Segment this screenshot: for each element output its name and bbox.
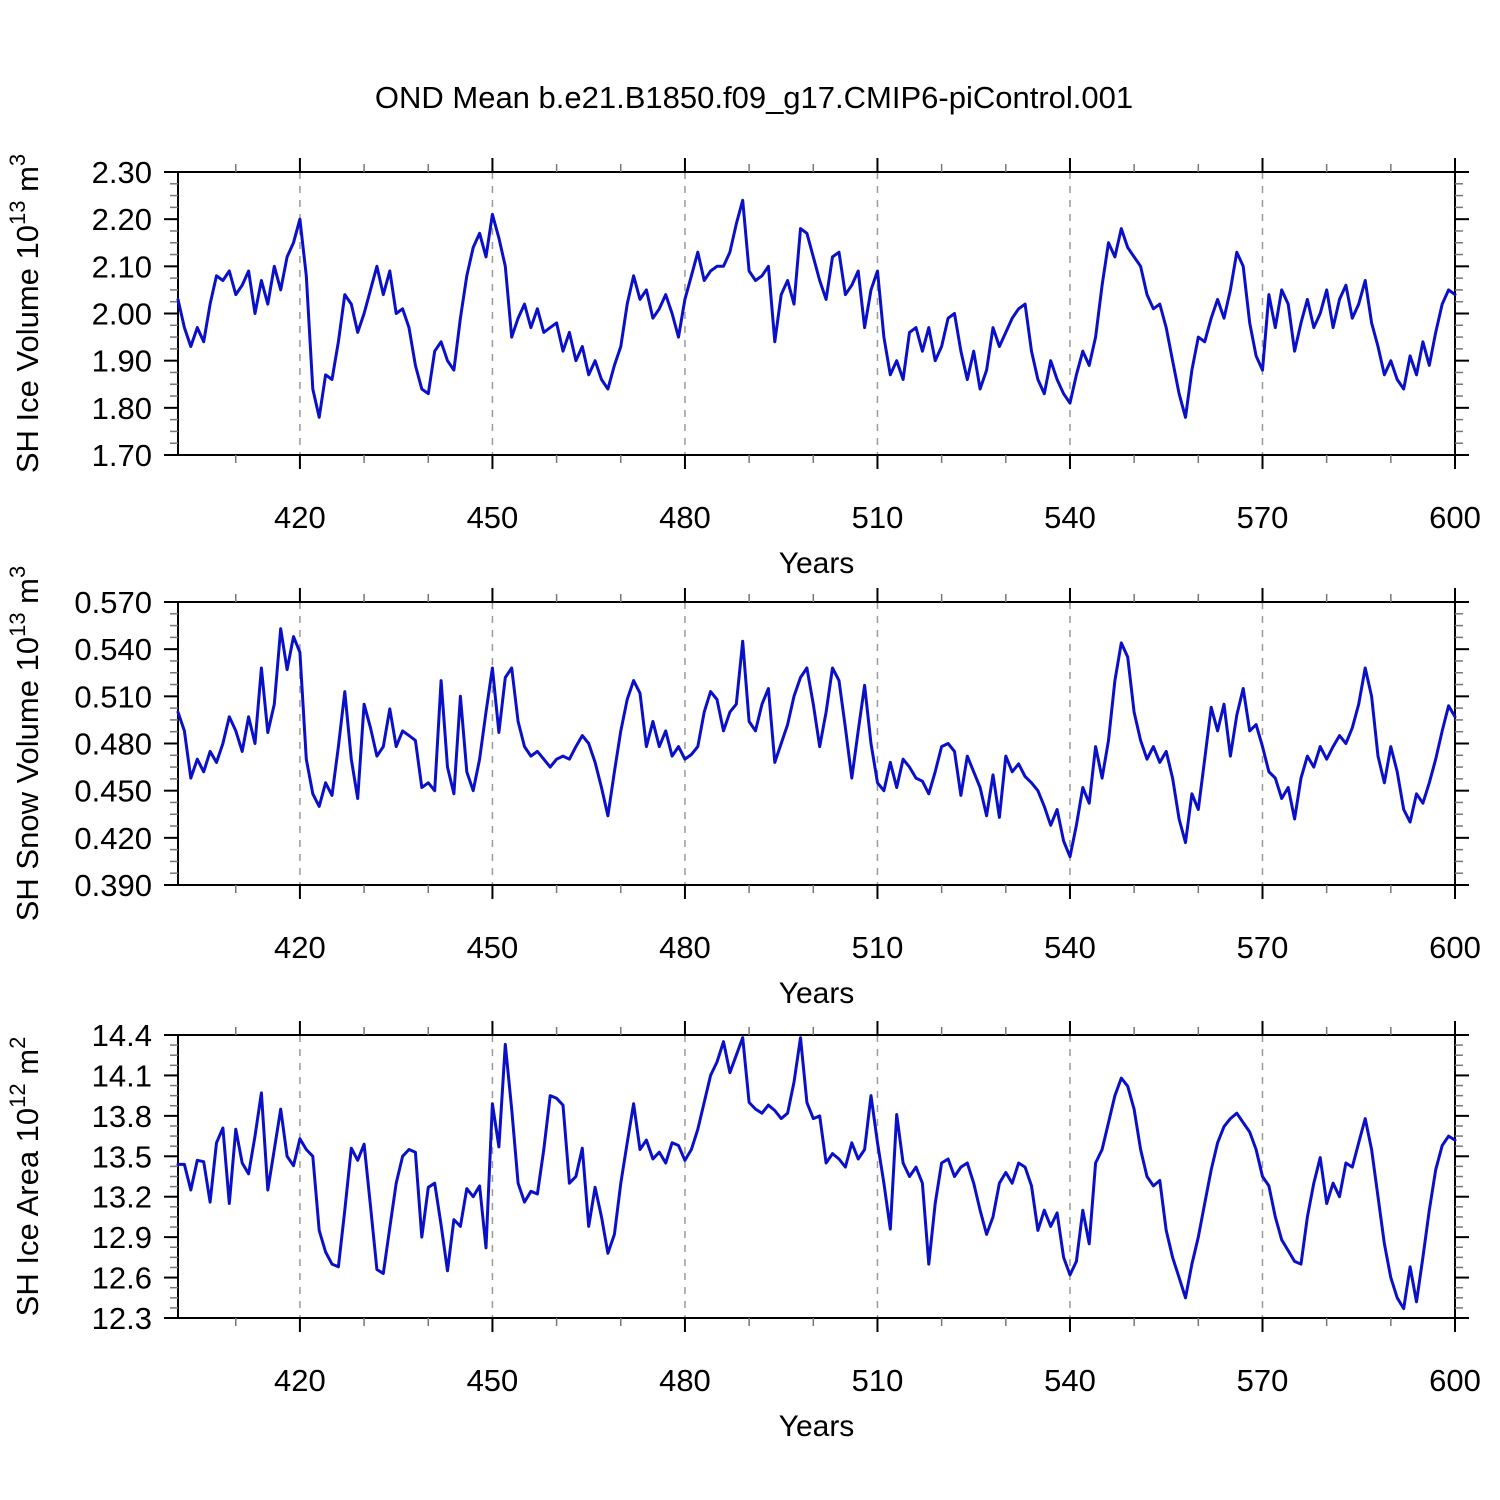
y-tick-label: 0.480 — [74, 727, 152, 762]
y-tick-label: 2.20 — [92, 202, 152, 237]
x-axis-label-panel-3: Years — [779, 1410, 855, 1443]
y-tick-label: 1.80 — [92, 391, 152, 426]
x-axis-label-panel-2: Years — [779, 977, 855, 1010]
series-line-panel-2 — [176, 627, 1457, 859]
y-axis-label-text: SH Ice Volume 10 — [10, 225, 45, 473]
y-tick-label: 13.8 — [92, 1099, 152, 1134]
y-axis-label-superscript: 13 — [5, 201, 30, 225]
y-tick-label: 12.9 — [92, 1220, 152, 1255]
y-tick-label: 14.4 — [92, 1018, 152, 1053]
series-line-panel-3 — [176, 1036, 1457, 1311]
y-tick-label: 0.450 — [74, 774, 152, 809]
panel-frame-2 — [177, 601, 1456, 886]
y-axis-label-text: m — [10, 578, 45, 612]
x-tick-label: 510 — [852, 1363, 904, 1398]
x-tick-label: 480 — [659, 930, 711, 965]
x-tick-label: 450 — [467, 930, 519, 965]
y-tick-label: 14.1 — [92, 1058, 152, 1093]
y-axis-label-text: SH Snow Volume 10 — [10, 637, 45, 921]
y-tick-label: 1.70 — [92, 438, 152, 473]
y-axis-label-superscript: 13 — [5, 612, 30, 636]
x-tick-label: 570 — [1237, 1363, 1289, 1398]
x-tick-label: 570 — [1237, 500, 1289, 535]
x-tick-label: 540 — [1044, 500, 1096, 535]
x-tick-label: 420 — [274, 500, 326, 535]
x-tick-label: 480 — [659, 500, 711, 535]
y-axis-label-superscript: 3 — [5, 566, 30, 578]
x-tick-label: 420 — [274, 930, 326, 965]
y-axis-label-superscript: 2 — [5, 1037, 30, 1049]
x-tick-label: 540 — [1044, 930, 1096, 965]
y-axis-label-text: m — [10, 166, 45, 200]
series-line-panel-1 — [176, 198, 1457, 419]
x-tick-label: 600 — [1429, 1363, 1481, 1398]
x-tick-label: 570 — [1237, 930, 1289, 965]
x-tick-label: 510 — [852, 930, 904, 965]
y-tick-label: 2.00 — [92, 297, 152, 332]
x-tick-label: 540 — [1044, 1363, 1096, 1398]
y-tick-label: 0.390 — [74, 868, 152, 903]
y-axis-label-panel-2: SH Snow Volume 1013 m3 — [5, 566, 45, 922]
x-tick-label: 480 — [659, 1363, 711, 1398]
y-axis-label-superscript: 3 — [5, 154, 30, 166]
y-axis-label-panel-3: SH Ice Area 1012 m2 — [5, 1037, 45, 1317]
x-tick-label: 600 — [1429, 930, 1481, 965]
y-tick-label: 0.420 — [74, 821, 152, 856]
x-tick-label: 600 — [1429, 500, 1481, 535]
panel-frame-1 — [177, 171, 1456, 456]
x-tick-label: 510 — [852, 500, 904, 535]
x-tick-label: 450 — [467, 500, 519, 535]
y-tick-label: 13.5 — [92, 1139, 152, 1174]
y-tick-label: 0.510 — [74, 679, 152, 714]
y-tick-label: 1.90 — [92, 344, 152, 379]
y-tick-label: 0.540 — [74, 632, 152, 667]
y-tick-label: 13.2 — [92, 1180, 152, 1215]
x-tick-label: 420 — [274, 1363, 326, 1398]
y-axis-label-text: SH Ice Area 10 — [10, 1108, 45, 1317]
y-tick-label: 2.10 — [92, 249, 152, 284]
y-axis-label-superscript: 12 — [5, 1083, 30, 1107]
chart-title: OND Mean b.e21.B1850.f09_g17.CMIP6-piCon… — [374, 80, 1134, 115]
x-axis-label-panel-1: Years — [779, 547, 855, 580]
y-tick-label: 2.30 — [92, 155, 152, 190]
y-axis-label-text: m — [10, 1049, 45, 1083]
y-tick-label: 12.6 — [92, 1261, 152, 1296]
y-axis-label-panel-1: SH Ice Volume 1013 m3 — [5, 154, 45, 473]
y-tick-label: 12.3 — [92, 1301, 152, 1336]
x-tick-label: 450 — [467, 1363, 519, 1398]
y-tick-label: 0.570 — [74, 585, 152, 620]
